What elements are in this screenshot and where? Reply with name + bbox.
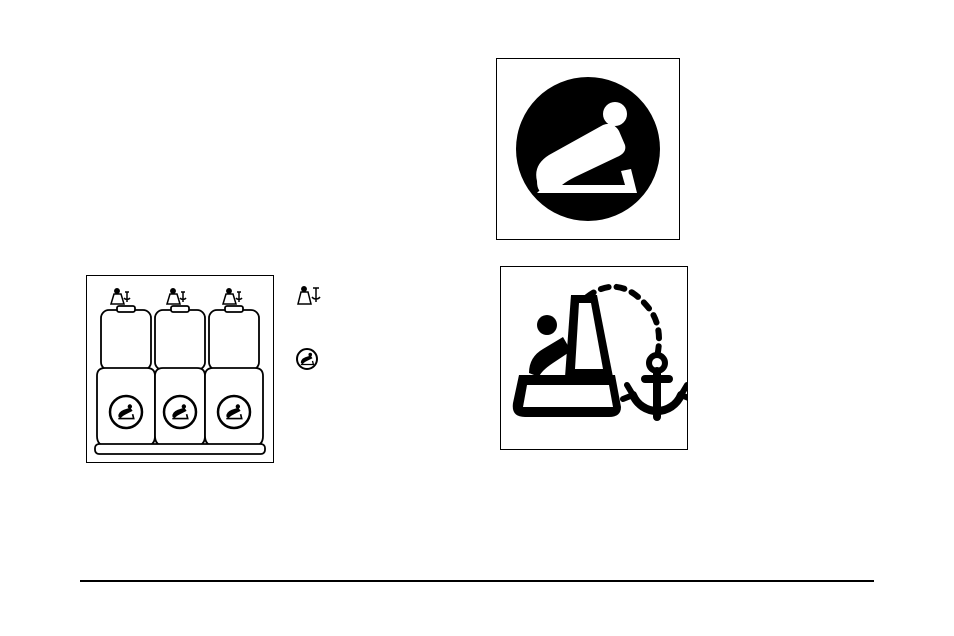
- seat-row-diagram: [86, 275, 274, 463]
- seat-row-svg: [87, 276, 273, 462]
- legend-anchor-icon: [296, 284, 324, 308]
- childseat-roundel-box: [496, 58, 680, 240]
- tether-anchor-svg: [501, 267, 687, 449]
- page: [0, 0, 954, 636]
- legend-childseat-icon: [296, 348, 318, 370]
- tether-anchor-box: [500, 266, 688, 450]
- footer-rule: [80, 580, 874, 582]
- childseat-roundel-svg: [497, 59, 679, 239]
